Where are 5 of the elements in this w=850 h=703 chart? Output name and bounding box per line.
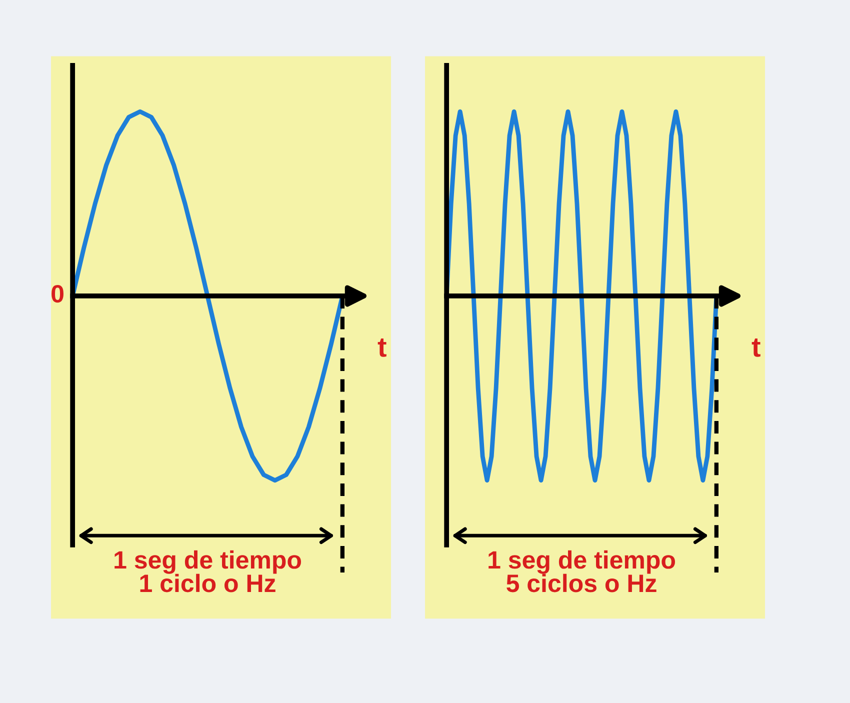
- x-axis-title: t: [752, 338, 760, 357]
- text: 1 seg de tiempo 1 ciclo o Hz: [114, 550, 302, 592]
- text: 1 seg de tiempo 5 ciclos o Hz: [488, 550, 676, 592]
- text: 0: [52, 284, 64, 303]
- x-axis-title: t: [378, 338, 386, 357]
